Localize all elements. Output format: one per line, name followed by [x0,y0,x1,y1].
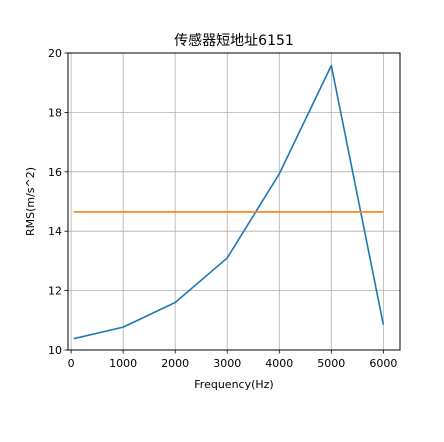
y-tick-label: 16 [48,166,62,179]
y-axis-title: RMS(m/s^2) [24,167,37,236]
series-lines [73,64,385,340]
y-tick-label: 20 [48,47,62,60]
x-tick-label: 3000 [213,357,241,370]
y-tick-label: 10 [48,344,62,357]
x-tick-label: 4000 [265,357,293,370]
y-tick-label: 12 [48,285,62,298]
grid [68,52,400,351]
series-line-1 [73,64,385,340]
y-tick-label: 18 [48,106,62,119]
x-tick-label: 1000 [109,357,137,370]
x-tick-label: 5000 [317,357,345,370]
chart-title: 传感器短地址6151 [174,32,294,49]
y-tick-label: 14 [48,225,62,238]
plot-frame [67,52,401,351]
x-tick-label: 6000 [369,357,397,370]
x-tick-label: 2000 [161,357,189,370]
x-tick-label: 0 [68,357,75,370]
x-axis-title: Frequency(Hz) [194,378,273,391]
axis-ticks: 0 1000 2000 3000 4000 5000 6000 10 12 14 16 18 20 [48,47,397,370]
